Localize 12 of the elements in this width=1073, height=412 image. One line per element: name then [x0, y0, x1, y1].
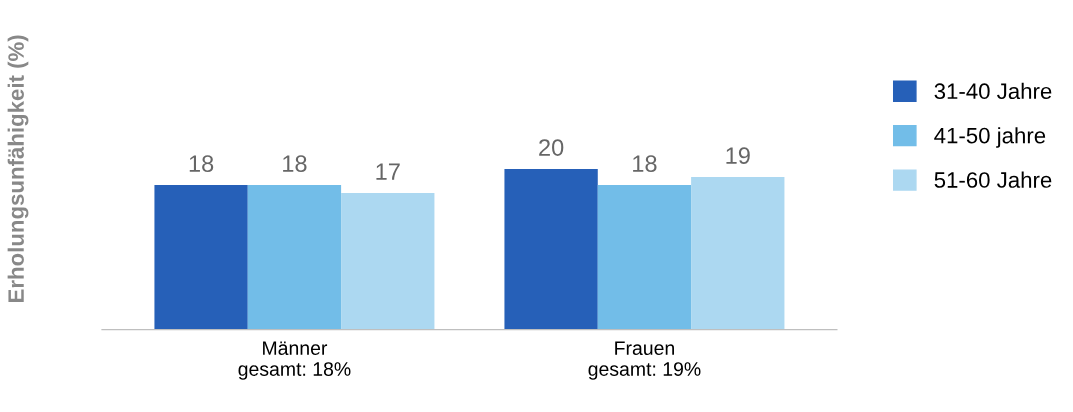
data-label: 18: [189, 155, 214, 172]
legend-label: 31-40 Jahre: [934, 82, 1052, 100]
data-label: 20: [539, 139, 564, 156]
x-tick-label: Männer gesamt: 18%: [238, 341, 351, 380]
legend-label: 51-60 Jahre: [934, 171, 1052, 188]
y-axis-title: Erholungsunfähigkeit (%): [7, 35, 29, 302]
legend-label: 41-50 jahre: [934, 127, 1046, 148]
data-label: 19: [726, 147, 750, 164]
data-label: 18: [633, 155, 657, 172]
data-label: 18: [283, 155, 307, 172]
data-label: 17: [376, 163, 400, 180]
x-tick-label: Frauen gesamt: 19%: [588, 341, 701, 380]
